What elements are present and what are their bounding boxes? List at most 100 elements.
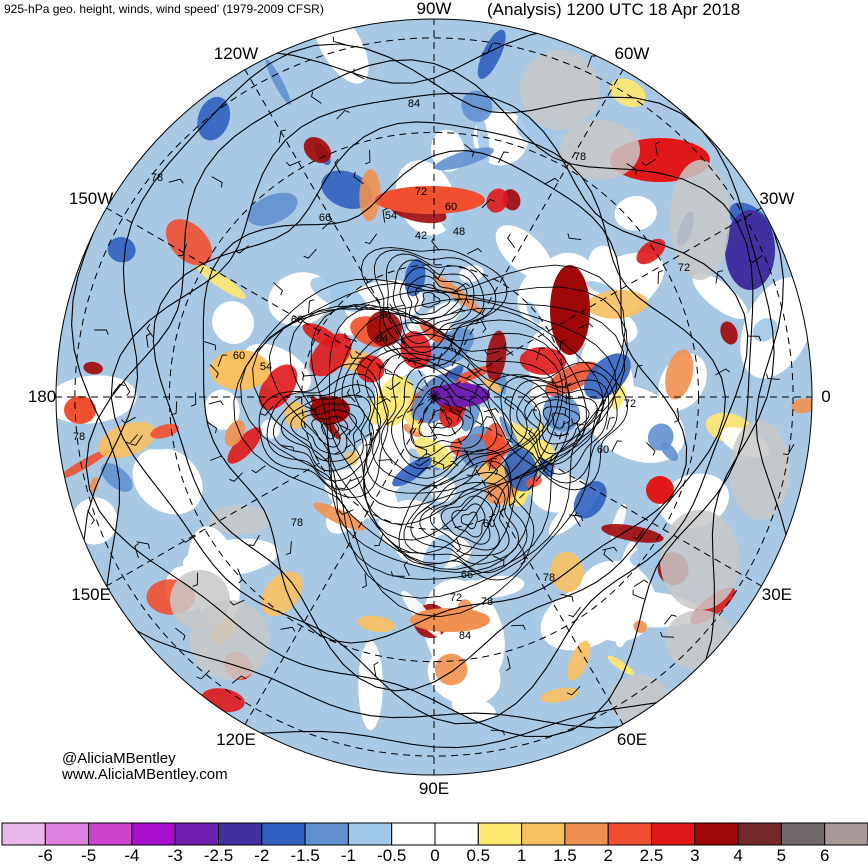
wind-barb	[566, 382, 572, 398]
anomaly-patch	[107, 237, 136, 263]
anomaly-patch	[567, 640, 591, 681]
anomaly-patch	[195, 263, 246, 299]
wind-barb	[715, 270, 723, 284]
wind-barb	[196, 669, 210, 680]
height-contour	[290, 403, 365, 462]
wind-barb	[130, 435, 143, 446]
wind-barb	[374, 533, 384, 547]
wind-barb	[175, 627, 186, 641]
wind-barb	[417, 452, 432, 462]
wind-barb	[168, 178, 184, 184]
wind-barb	[203, 340, 216, 351]
colorbar-swatch	[521, 822, 566, 846]
wind-barb	[355, 379, 361, 395]
colorbar-tick-label: -6	[37, 846, 53, 865]
height-contour	[252, 290, 626, 580]
longitude-label: 90E	[418, 779, 450, 798]
contour-label: 84	[379, 310, 391, 322]
colorbar-tick-label: 5	[776, 846, 787, 865]
colorbar-swatch	[651, 822, 696, 846]
wind-barb	[112, 383, 125, 394]
anomaly-patch	[477, 29, 506, 79]
wind-barb	[432, 352, 443, 366]
anomaly-patch	[403, 423, 423, 438]
anomaly-patch	[83, 361, 103, 375]
wind-barb	[449, 307, 465, 315]
wind-barb	[576, 422, 581, 439]
wind-barb	[431, 236, 440, 251]
meridian-line	[433, 396, 624, 725]
height-contour	[509, 379, 610, 475]
land-patch	[560, 120, 640, 180]
wind-barb	[633, 579, 649, 587]
wind-barb	[365, 149, 371, 165]
anomaly-patch	[224, 420, 245, 447]
wind-barb	[450, 336, 456, 352]
anomaly-patch	[89, 477, 99, 493]
wind-barb	[285, 541, 292, 555]
wind-barb	[429, 427, 438, 442]
wind-barb	[217, 354, 228, 367]
colorbar-tick-label: -1.5	[290, 846, 320, 865]
anomaly-patch	[436, 257, 454, 272]
wind-barb	[765, 373, 780, 380]
anomaly-patch	[165, 219, 213, 266]
wind-barb	[134, 542, 139, 559]
wind-barb	[524, 395, 539, 404]
wind-barb	[657, 270, 664, 285]
wind-barb	[464, 143, 475, 157]
anomaly-feature	[410, 608, 490, 632]
anomaly-patch	[601, 524, 664, 543]
wind-barb	[559, 339, 566, 354]
contour-label: 60	[597, 444, 609, 456]
longitude-label: 0	[821, 387, 831, 406]
contour-label: 60	[233, 350, 245, 362]
wind-barb	[507, 233, 516, 249]
anomaly-patch	[526, 301, 541, 325]
wind-barb	[339, 478, 352, 490]
wind-barb	[664, 614, 677, 625]
wind-barb	[338, 509, 354, 516]
height-contour	[300, 409, 357, 455]
contour-label: 42	[415, 230, 427, 242]
height-contour	[410, 472, 520, 565]
anomaly-patch	[302, 323, 341, 348]
wind-barb	[353, 171, 364, 185]
wind-barb	[554, 431, 569, 437]
anomaly-patch	[247, 192, 298, 226]
land-patch	[170, 570, 230, 630]
anomaly-patch	[514, 612, 536, 638]
height-contour	[361, 247, 508, 367]
wind-barb	[386, 381, 401, 390]
wind-barb	[520, 549, 526, 565]
wind-barb	[414, 458, 430, 467]
wind-barb	[417, 466, 431, 476]
height-contour	[414, 284, 451, 316]
anomaly-feature	[725, 210, 775, 290]
wind-barb	[364, 432, 373, 446]
wind-barb	[308, 299, 315, 314]
credit-website: www.AliciaMBentley.com	[62, 766, 228, 783]
longitude-label: 30W	[759, 189, 795, 208]
wind-barb	[211, 176, 223, 188]
contour-label: 78	[481, 596, 493, 608]
height-contour	[524, 391, 598, 455]
height-contour	[266, 373, 381, 491]
land-patch	[210, 505, 270, 535]
anomaly-patch	[588, 245, 619, 284]
wind-barb	[181, 535, 196, 543]
wind-barb	[87, 510, 95, 525]
land-patch	[730, 420, 790, 520]
colorbar-swatch	[1, 822, 46, 846]
wind-barb	[472, 309, 484, 321]
anomaly-patch	[72, 497, 118, 545]
wind-barb	[209, 455, 226, 461]
wind-barb	[192, 572, 199, 587]
wind-barb	[339, 424, 351, 436]
anomaly-patch	[57, 448, 111, 480]
anomaly-patch	[607, 655, 635, 676]
anomaly-feature	[375, 186, 485, 214]
colorbar-swatch	[564, 822, 609, 846]
wind-barb	[715, 368, 730, 376]
